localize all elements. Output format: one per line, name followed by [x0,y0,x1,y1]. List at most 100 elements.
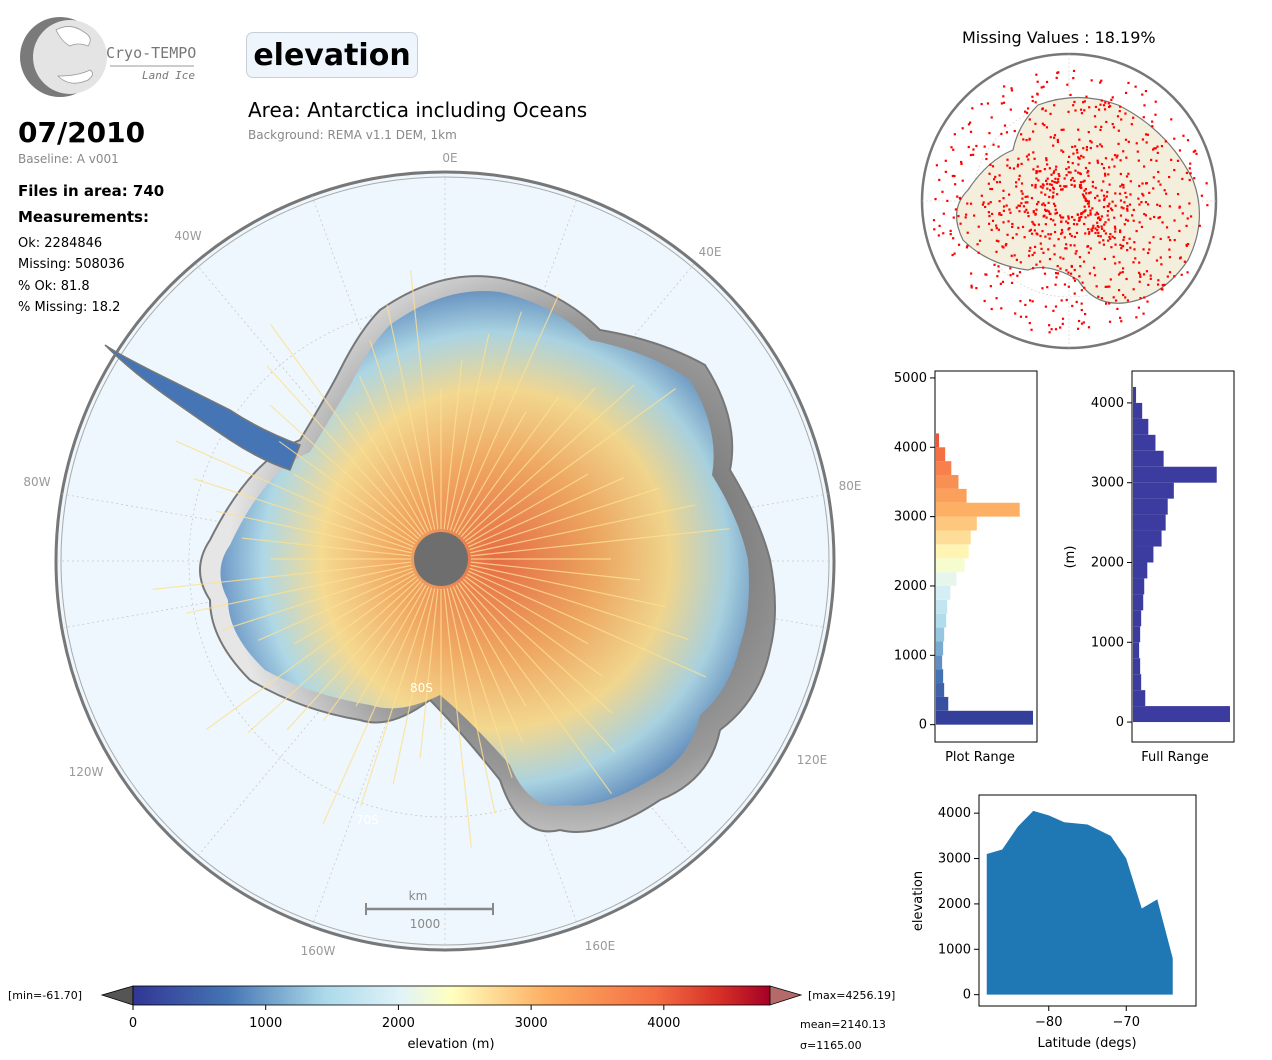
histogram-bar [1133,498,1168,515]
missing-point [1097,108,1101,111]
missing-point [1094,125,1097,128]
missing-point [991,165,995,168]
missing-point [1183,260,1186,263]
missing-point [1125,156,1128,159]
missing-point [1114,227,1117,230]
missing-point [1083,205,1086,208]
missing-point [1156,203,1159,206]
missing-point [1025,138,1028,142]
missing-point [1034,122,1037,125]
missing-point [1088,161,1091,165]
missing-point [1027,215,1030,218]
missing-point [1122,186,1125,189]
missing-point [1104,101,1107,104]
missing-point [1032,211,1035,214]
histogram-bar [936,572,957,586]
missing-point [1046,182,1049,185]
missing-point [1073,292,1076,295]
missing-point [1135,142,1138,145]
missing-point [1122,293,1125,297]
missing-point [1120,118,1123,121]
missing-point [1100,297,1104,300]
colorbar-min-label: [min=-61.70] [8,989,82,1002]
missing-point [1109,233,1112,236]
missing-point [1009,274,1012,277]
ground-track [443,588,472,848]
histogram-bar [1133,514,1166,531]
missing-point [1005,131,1009,134]
missing-point [1066,222,1070,225]
missing-point [1028,322,1031,325]
ground-track [266,365,422,538]
missing-point [1063,177,1066,180]
missing-point [946,199,949,203]
missing-point [1053,134,1057,137]
missing-point [1003,85,1006,88]
missing-point [1139,297,1142,300]
missing-point [1021,225,1025,229]
ground-track [215,510,412,554]
missing-point [1001,280,1005,283]
missing-point [1048,258,1052,261]
missing-point [1047,233,1050,236]
missing-point [1152,176,1155,179]
missing-point [971,107,974,110]
missing-point [983,299,986,303]
missing-point [995,297,998,300]
missing-point [1013,129,1016,133]
missing-point [1089,213,1092,216]
ground-track [322,582,424,722]
missing-point [1067,110,1070,113]
missing-point [1033,223,1036,227]
scatter-y-tick-label: 3000 [938,852,971,867]
missing-point [951,253,954,257]
missing-point [1094,227,1097,230]
missing-point [1144,133,1148,136]
missing-point [1061,322,1064,325]
map-static-layer: km 1000 [54,170,836,952]
missing-point [1188,167,1191,170]
missing-point [1148,248,1151,251]
full-range-histogram: 0 1000 2000 3000 4000 (m) Full Range [1063,370,1235,765]
missing-point [1181,212,1184,215]
missing-point [1142,248,1145,251]
ground-track [466,573,589,645]
missing-point [1059,184,1062,188]
missing-point [1153,215,1156,219]
missing-point [1138,184,1141,188]
missing-point [1045,80,1049,84]
histogram-bar [1133,546,1154,563]
missing-point [1151,125,1154,128]
missing-point [1124,138,1128,141]
missing-point [1008,166,1012,170]
missing-point [1033,245,1037,249]
missing-point [1131,214,1134,217]
missing-point [1095,211,1098,214]
missing-point [1102,239,1105,242]
missing-point [995,224,998,227]
missing-point [1077,156,1080,159]
ground-track [462,384,635,540]
missing-point [1022,205,1026,208]
missing-point [1125,175,1129,178]
missing-point [1072,76,1075,80]
missing-point [1119,229,1122,232]
missing-point [1178,205,1181,208]
missing-point [1085,192,1088,195]
missing-point [1040,191,1043,194]
date-label: 07/2010 [18,116,146,149]
missing-point [997,270,1000,273]
missing-point [1040,247,1043,251]
missing-point [933,228,936,231]
missing-point [1051,196,1054,199]
missing-point [1122,183,1125,187]
missing-point [1065,220,1068,223]
histogram-bar [936,447,946,462]
missing-point [1052,187,1055,191]
missing-point [1132,219,1135,222]
missing-point [1103,257,1107,261]
missing-point [1097,295,1100,298]
missing-point [1085,95,1088,98]
missing-point [1054,208,1057,211]
missing-point [1049,218,1053,221]
